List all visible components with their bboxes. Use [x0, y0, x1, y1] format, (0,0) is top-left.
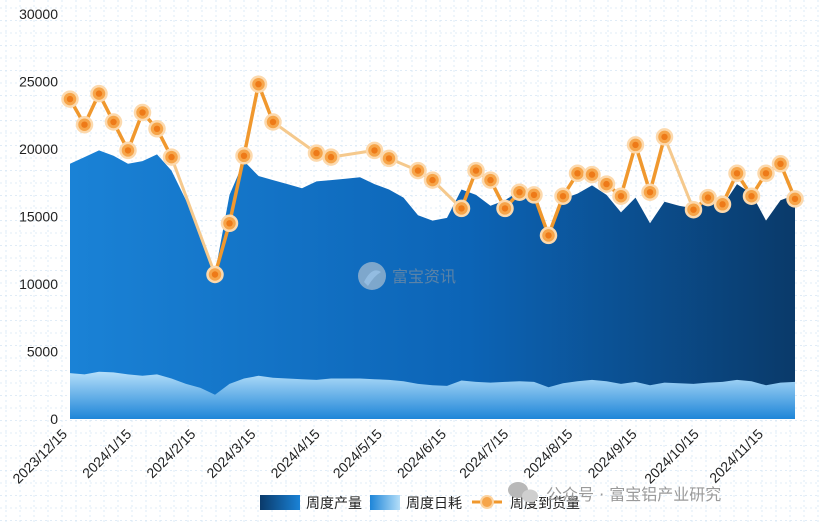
arrival-point-center — [385, 155, 393, 162]
arrival-point-center — [733, 170, 741, 177]
watermark-center: 富宝资讯 — [358, 262, 456, 290]
arrival-point-center — [458, 205, 465, 212]
arrival-point-center — [124, 147, 132, 154]
x-tick-label: 2024/6/15 — [394, 426, 450, 482]
arrival-point-center — [704, 194, 712, 201]
x-tick-label: 2024/2/15 — [143, 426, 199, 482]
y-tick-label: 0 — [50, 411, 58, 427]
arrival-point-center — [646, 189, 654, 196]
x-tick-label: 2024/7/15 — [456, 426, 512, 482]
arrival-point-center — [168, 153, 175, 161]
arrival-point-center — [211, 271, 219, 278]
arrival-point-center — [371, 147, 378, 154]
production-area — [70, 150, 795, 419]
x-tick-label: 2024/4/15 — [267, 426, 323, 482]
arrival-point-center — [110, 118, 117, 126]
arrival-line-segment — [648, 135, 667, 194]
arrival-point-center — [501, 205, 509, 212]
arrival-point-center — [748, 193, 755, 200]
wechat-icon — [508, 482, 538, 503]
x-tick-label: 2024/5/15 — [330, 426, 386, 482]
arrival-point-center — [429, 176, 436, 184]
arrival-line-segment — [170, 155, 217, 276]
arrival-point-center — [777, 160, 784, 167]
x-tick-label: 2024/11/15 — [706, 426, 766, 486]
arrival-line-segment — [271, 120, 318, 155]
y-tick-label: 15000 — [19, 209, 58, 225]
arrival-point-center — [516, 189, 523, 196]
arrival-line-segment — [242, 82, 261, 158]
arrival-point-center — [719, 201, 726, 208]
y-tick-label: 5000 — [27, 344, 58, 360]
y-tick-label: 20000 — [19, 141, 58, 157]
arrival-point-center — [472, 167, 480, 174]
arrival-point-center — [588, 171, 596, 178]
line-layer — [61, 75, 804, 284]
arrival-point-center — [762, 170, 770, 177]
y-tick-label: 30000 — [19, 6, 58, 22]
legend-arrival-marker — [480, 495, 494, 509]
watermark-logo-mark — [364, 270, 381, 286]
watermark-corner: 公众号 · 富宝铝产业研究 — [508, 482, 721, 504]
arrival-point-center — [632, 141, 639, 149]
arrival-point-center — [617, 193, 625, 200]
arrival-point-center — [95, 90, 103, 97]
arrival-point-center — [574, 170, 581, 177]
y-tick-label: 10000 — [19, 276, 58, 292]
arrival-point-center — [690, 206, 697, 213]
arrival-point-center — [661, 133, 668, 141]
arrival-line-segment — [619, 143, 638, 198]
arrival-point-center — [414, 167, 422, 174]
arrival-point-center — [240, 152, 248, 159]
arrival-point-center — [545, 232, 552, 239]
legend-consumption-label: 周度日耗 — [406, 496, 462, 512]
arrival-point-center — [139, 109, 146, 116]
arrival-point-center — [603, 180, 610, 188]
x-tick-label: 2024/8/15 — [520, 426, 576, 482]
arrival-point-center — [313, 149, 320, 157]
arrival-line-segment — [227, 154, 246, 226]
legend-production-label: 周度产量 — [306, 496, 362, 512]
arrival-point-center — [255, 81, 262, 88]
arrival-point-center — [269, 118, 277, 126]
arrival-point-center — [226, 220, 233, 227]
arrival-line-segment — [663, 135, 695, 212]
arrival-point-center — [791, 195, 799, 203]
arrival-point-center — [327, 153, 335, 161]
consumption-area — [70, 371, 795, 419]
x-tick-label: 2024/3/15 — [203, 426, 259, 482]
y-tick-label: 25000 — [19, 74, 58, 90]
arrival-point-center — [559, 193, 567, 200]
legend-consumption-swatch — [370, 495, 400, 510]
arrival-point-center — [81, 121, 88, 128]
watermark-center-text: 富宝资讯 — [392, 267, 456, 286]
arrival-point-center — [66, 95, 74, 103]
x-tick-label: 2024/1/15 — [79, 426, 135, 482]
x-tick-label: 2023/12/15 — [9, 426, 70, 487]
arrival-point-center — [487, 176, 494, 184]
legend-production-swatch — [260, 495, 300, 510]
arrival-point-center — [530, 191, 538, 199]
x-tick-label: 2024/9/15 — [584, 426, 640, 482]
arrival-point-center — [153, 125, 161, 132]
arrival-line-segment — [213, 221, 232, 277]
area-layer — [70, 150, 795, 419]
watermark-corner-text: 公众号 · 富宝铝产业研究 — [546, 485, 721, 504]
